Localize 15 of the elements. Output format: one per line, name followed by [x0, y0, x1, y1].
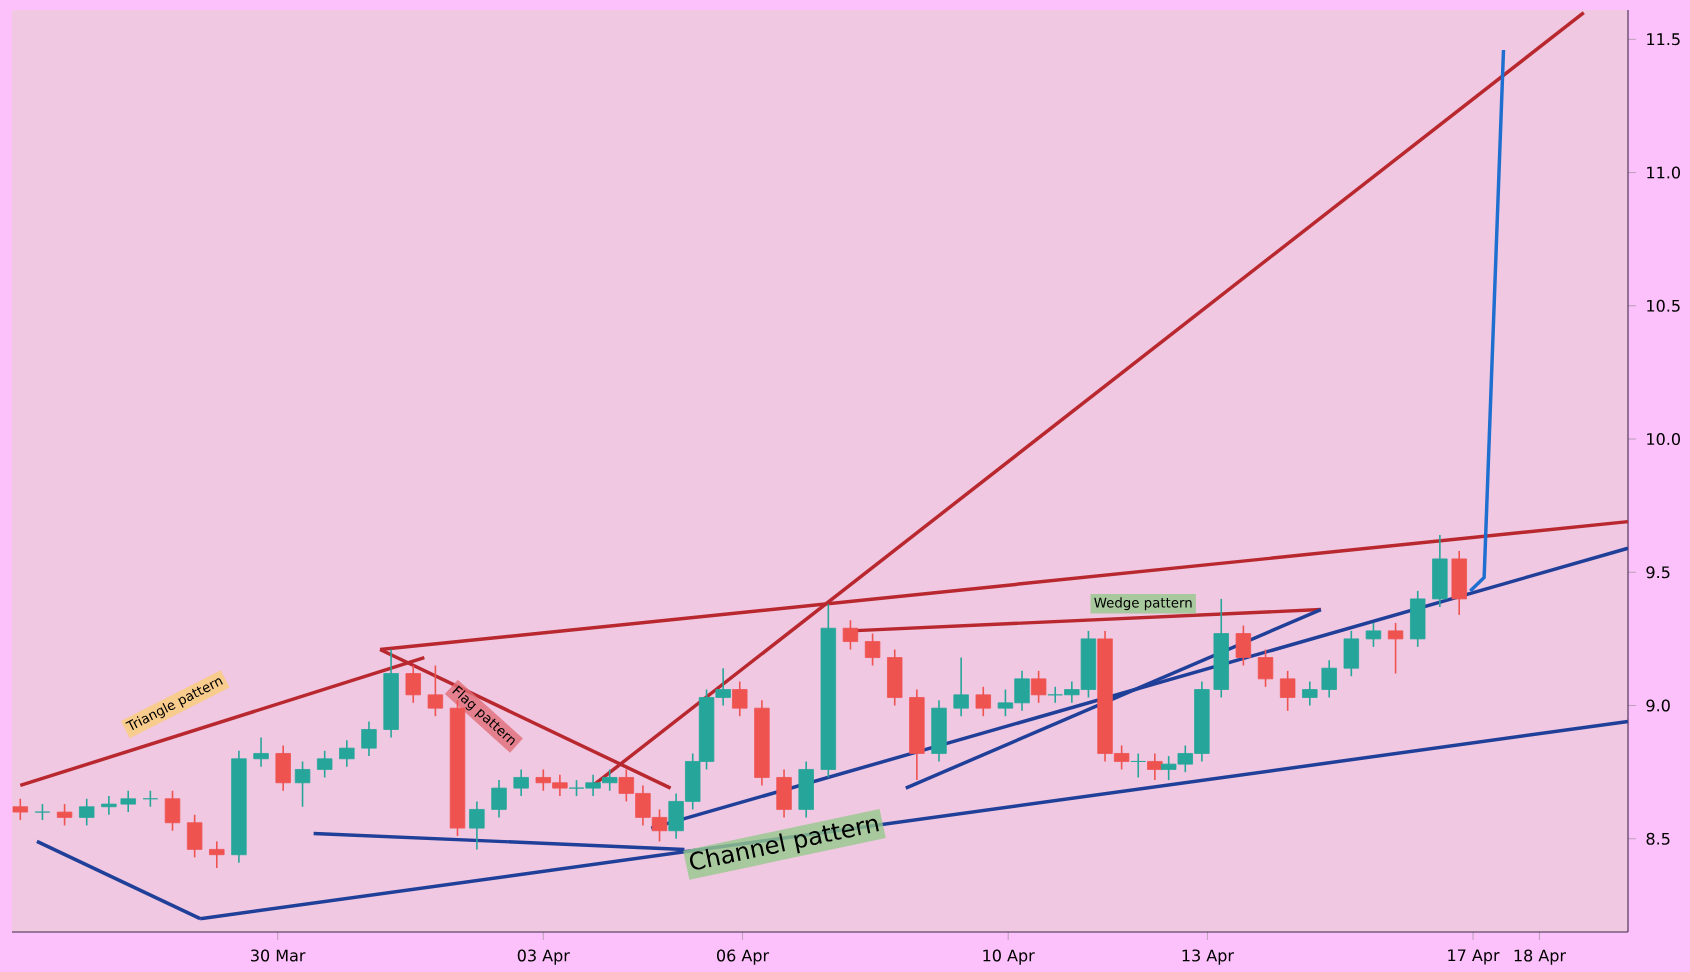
x-tick-label: 03 Apr: [517, 949, 570, 965]
y-tick-label: 8.5: [1646, 832, 1670, 845]
x-tick-label: 13 Apr: [1182, 949, 1234, 965]
y-tick-label: 10.5: [1647, 299, 1680, 312]
y-tick-label: 11.5: [1647, 33, 1680, 46]
annotation: Channel pattern: [689, 818, 879, 870]
x-tick-label: 10 Apr: [983, 949, 1035, 965]
x-tick-label: 17 Apr: [1448, 949, 1500, 965]
y-tick-label: 9.5: [1646, 566, 1670, 579]
x-tick-label: 30 Mar: [251, 949, 306, 962]
x-tick-label: 18 Apr: [1514, 949, 1567, 965]
x-tick-label: 06 Apr: [717, 949, 770, 965]
y-tick-label: 9.0: [1646, 699, 1670, 712]
y-tick-label: 10.0: [1647, 432, 1680, 446]
y-tick-label: 11.0: [1647, 166, 1680, 179]
